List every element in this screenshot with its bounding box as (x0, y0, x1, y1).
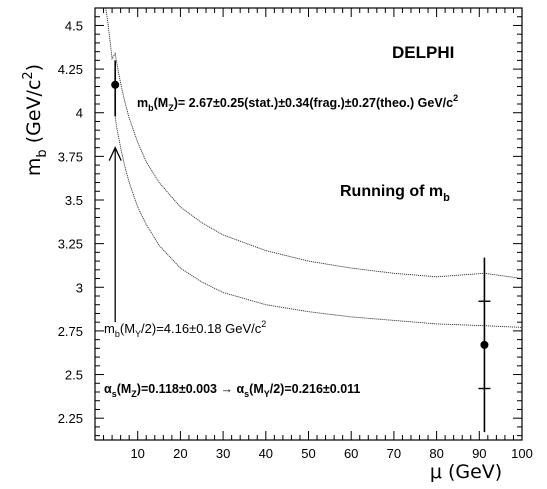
svg-text:mb (GeV/c2): mb (GeV/c2) (21, 64, 50, 176)
upper-band-curve (105, 7, 523, 279)
mb-mz-annotation: mb(MZ)= 2.67±0.25(stat.)±0.34(frag.)±0.2… (137, 93, 458, 113)
x-tick-label: 100 (511, 446, 533, 461)
plot-border (94, 7, 523, 441)
data-points (111, 60, 491, 433)
point-m-upsilon (111, 80, 120, 89)
alpha-annotation: αs(MZ)=0.118±0.003 → αs(MΥ/2)=0.216±0.01… (104, 382, 360, 399)
arrow-head (108, 146, 122, 161)
mb-low-annotation: mb(MΥ/2)=4.16±0.18 GeV/c2 (104, 319, 266, 339)
point-m-z (480, 340, 489, 349)
experiment-label: DELPHI (392, 43, 454, 62)
x-axis-title: μ (GeV) (430, 461, 502, 483)
y-axis-title: mb (GeV/c2) (21, 64, 50, 176)
y-tick-label: 3 (76, 280, 83, 295)
y-tick-label: 2.5 (65, 368, 83, 383)
lower-band-curve (114, 116, 523, 328)
x-tick-label: 40 (259, 446, 273, 461)
x-tick-label: 80 (429, 446, 443, 461)
y-tick-label: 4.5 (65, 18, 83, 33)
y-tick-label: 2.75 (58, 324, 83, 339)
plot-frame (94, 7, 523, 441)
y-tick-label: 2.25 (58, 411, 83, 426)
x-tick-label: 10 (130, 446, 144, 461)
y-tick-label: 4.25 (58, 62, 83, 77)
running-mass-curves (105, 7, 523, 328)
x-tick-label: 50 (301, 446, 315, 461)
x-tick-label: 30 (216, 446, 230, 461)
y-tick-label: 4 (76, 106, 83, 121)
x-tick-label: 20 (173, 446, 187, 461)
x-axis-ticks: 10 20 30 40 50 60 70 80 90 100 (103, 8, 533, 461)
x-tick-label: 90 (472, 446, 486, 461)
arrow-group (108, 146, 122, 323)
x-tick-label: 60 (344, 446, 358, 461)
y-axis-ticks: 2.25 2.5 2.75 3 3.25 3.5 3.75 4 4.25 4.5 (58, 7, 522, 437)
y-tick-label: 3.5 (65, 193, 83, 208)
y-axis-title-b: b (35, 149, 50, 157)
running-label: Running of mb (340, 183, 450, 204)
x-tick-label: 70 (387, 446, 401, 461)
y-tick-label: 3.25 (58, 237, 83, 252)
y-axis-title-m: m (23, 158, 45, 177)
y-tick-label: 3.75 (58, 149, 83, 164)
